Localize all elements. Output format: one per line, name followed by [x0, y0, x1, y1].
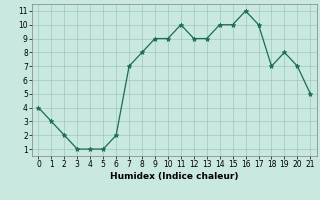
X-axis label: Humidex (Indice chaleur): Humidex (Indice chaleur): [110, 172, 239, 181]
